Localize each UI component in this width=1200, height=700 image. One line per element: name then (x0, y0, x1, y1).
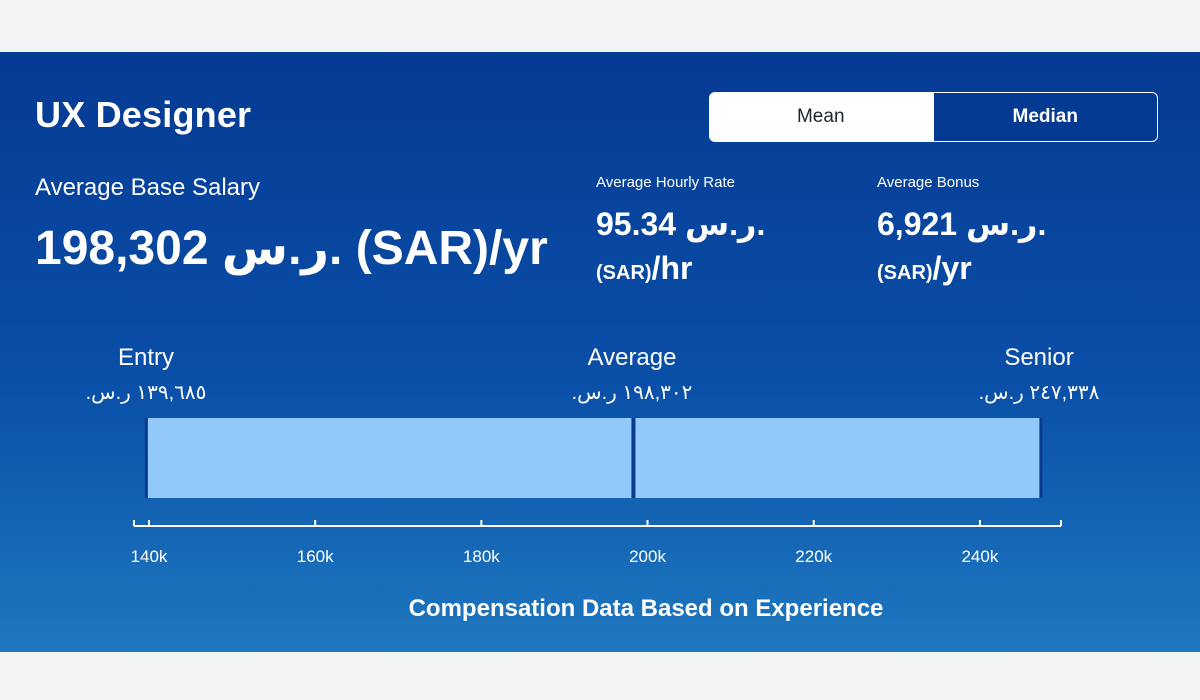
average-label: Average (587, 344, 677, 371)
entry-label: Entry (117, 344, 175, 371)
x-tick-label-0: 140k (131, 547, 168, 566)
average-value: ١٩٨,٣٠٢ ر.س. (571, 382, 693, 404)
base-salary-value: 198,302 ر.س. (SAR)/yr (35, 222, 548, 275)
bonus-value: 6,921 ر.س. (SAR)/yr (877, 202, 1127, 295)
x-tick-label-2: 180k (463, 547, 500, 566)
bonus-amount: 6,921 ر.س. (877, 206, 1047, 242)
x-tick-label-5: 240k (961, 547, 998, 566)
range-bar-lower (146, 418, 634, 498)
x-tick-label-1: 160k (297, 547, 334, 566)
compensation-range-chart: 140k 160k 180k 200k 220k 240k (131, 418, 1062, 566)
hourly-rate-period: /hr (651, 250, 693, 286)
range-bar-upper (633, 418, 1041, 498)
base-salary-label: Average Base Salary (35, 174, 261, 201)
bonus-currency: (SAR) (877, 262, 933, 284)
bonus-period: /yr (932, 250, 972, 286)
hourly-rate-value: 95.34 ر.س. (SAR)/hr (596, 202, 846, 295)
chart-caption: Compensation Data Based on Experience (408, 595, 884, 622)
hourly-rate-currency: (SAR) (596, 262, 652, 284)
hourly-rate-label: Average Hourly Rate (596, 174, 735, 191)
senior-label: Senior (1004, 344, 1074, 371)
job-title: UX Designer (35, 94, 252, 135)
median-button[interactable]: Median (932, 92, 1158, 142)
entry-value: ١٣٩,٦٨٥ ر.س. (85, 382, 207, 404)
x-tick-label-3: 200k (629, 547, 666, 566)
x-tick-label-4: 220k (795, 547, 832, 566)
mean-button[interactable]: Mean (709, 92, 933, 142)
bonus-label: Average Bonus (877, 174, 980, 191)
senior-value: ٢٤٧,٣٣٨ ر.س. (978, 382, 1100, 404)
salary-card: UX Designer Mean Median Average Base Sal… (0, 52, 1200, 652)
hourly-rate-amount: 95.34 ر.س. (596, 206, 766, 242)
mean-median-toggle: Mean Median (709, 92, 1158, 142)
